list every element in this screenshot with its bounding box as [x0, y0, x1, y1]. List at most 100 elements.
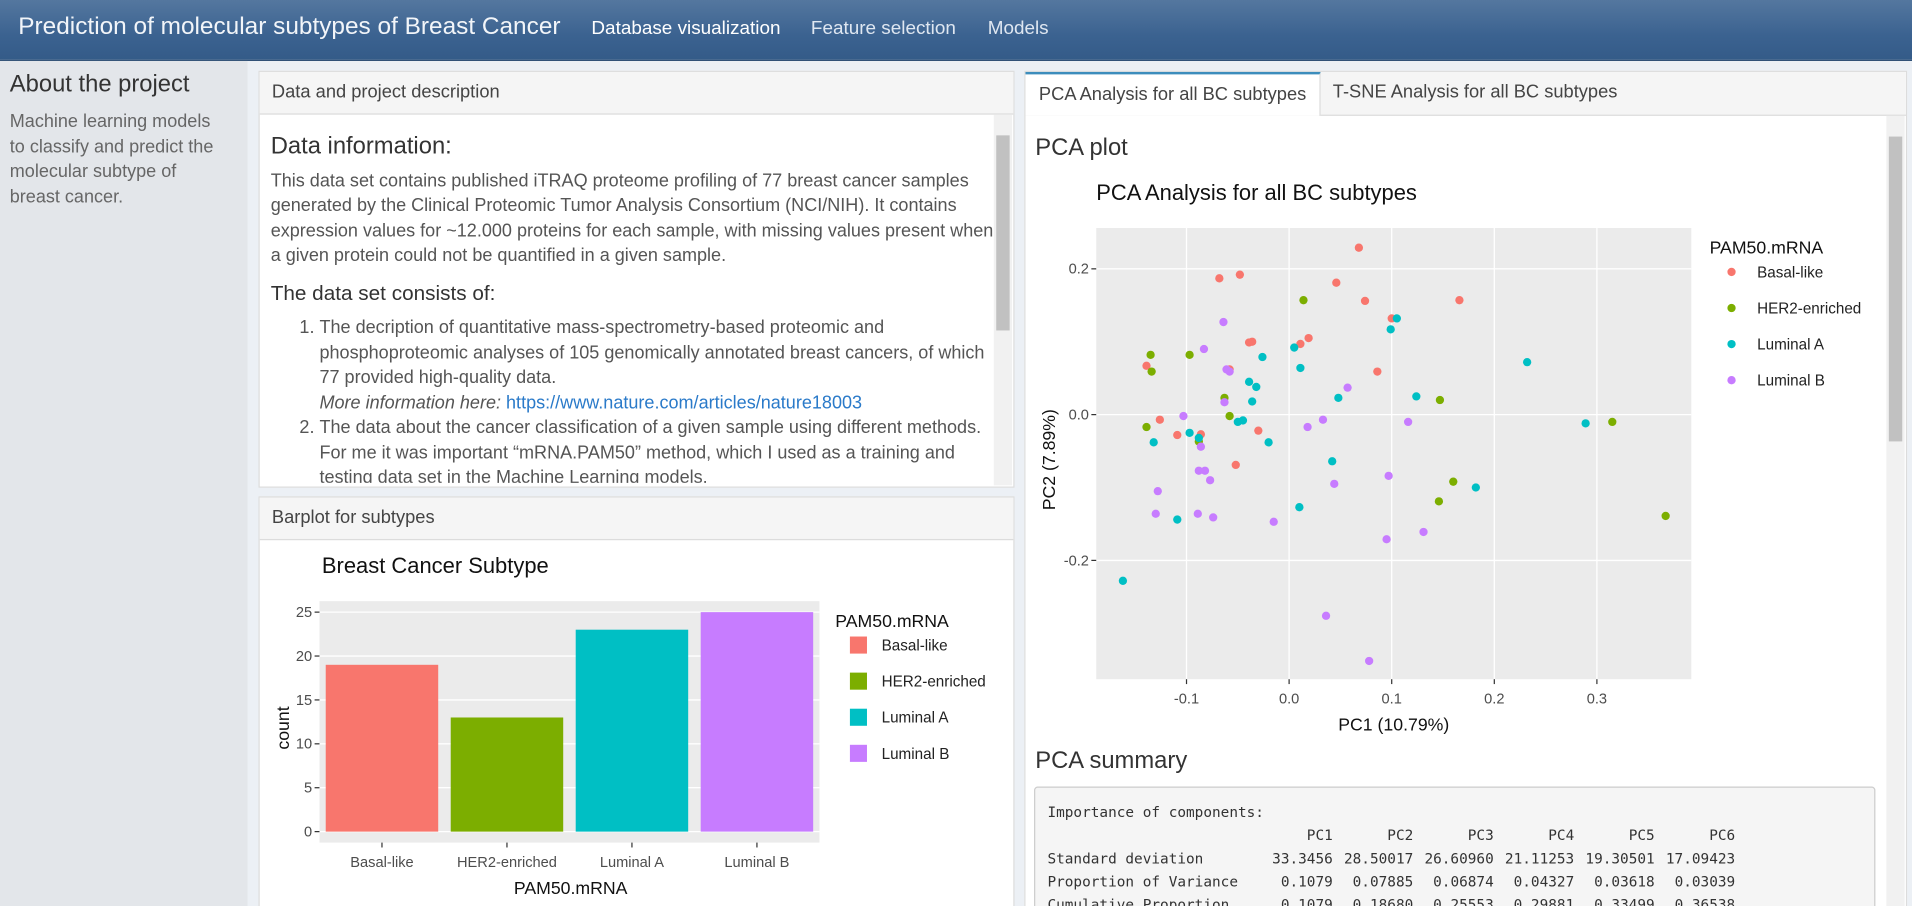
point: [1321, 611, 1331, 620]
point: [1343, 383, 1352, 392]
y-tick-label: 0: [304, 825, 312, 841]
navbar: Prediction of molecular subtypes of Brea…: [0, 0, 1912, 61]
point: [1328, 457, 1337, 466]
point: [1215, 274, 1224, 283]
legend-key: [1727, 267, 1736, 277]
point: [1661, 511, 1670, 521]
legend-label: Basal-like: [1757, 264, 1823, 281]
point: [1382, 535, 1391, 544]
point: [1435, 395, 1445, 405]
point: [1209, 513, 1218, 522]
point: [1295, 503, 1304, 512]
point: [1173, 515, 1182, 524]
point: [1434, 497, 1444, 506]
legend-key: [849, 744, 867, 762]
point: [1231, 460, 1240, 470]
row-name: Standard deviation: [1047, 849, 1204, 867]
column-header: PC3: [1467, 826, 1494, 844]
legend-title: PAM50.mRNA: [835, 611, 949, 631]
nav-item[interactable]: Database visualization: [591, 18, 781, 40]
link[interactable]: https://www.nature.com/articles/nature18…: [506, 393, 863, 413]
sidebar-text: Machine learning models to classify and …: [9, 112, 214, 207]
y-tick-label: 15: [296, 693, 312, 709]
point: [1334, 393, 1343, 402]
y-tick-label: 10: [296, 737, 312, 753]
description-body[interactable]: Data information: This data set contains…: [271, 127, 995, 483]
x-tick-label: Luminal B: [724, 855, 789, 871]
scroll-thumb[interactable]: [1888, 136, 1903, 442]
point: [1142, 422, 1151, 432]
y-tick-label: 0.0: [1069, 407, 1089, 423]
cell: 26.60960: [1424, 849, 1494, 867]
point: [1179, 411, 1188, 421]
summary-row: Standard deviation 33.3456 28.50017 26.6096…: [1047, 846, 1735, 869]
nav-item[interactable]: Models: [987, 18, 1049, 40]
nav-item[interactable]: Feature selection: [810, 18, 956, 40]
cell: 21.11253: [1504, 849, 1575, 867]
sidebar-title: About the project: [9, 70, 190, 98]
scroll-thumb[interactable]: [996, 135, 1010, 331]
point: [1205, 476, 1215, 485]
section-heading: PCA plot: [1035, 134, 1128, 161]
point: [1258, 352, 1267, 362]
point: [1304, 333, 1313, 343]
point: [1296, 363, 1305, 373]
point: [1118, 576, 1128, 585]
point: [1449, 477, 1458, 486]
point: [1386, 325, 1395, 334]
y-axis-label: PC2 (7.89%): [1039, 409, 1059, 510]
legend-label: Luminal B: [882, 746, 950, 763]
summary-row: Proportion of Variance 0.1079 0.07885 0.068…: [1047, 869, 1735, 892]
summary-caption: Importance of components:: [1047, 802, 1264, 821]
row-name: Proportion of Variance: [1047, 872, 1239, 890]
tab[interactable]: T-SNE Analysis for all BC subtypes: [1332, 81, 1618, 103]
point: [1522, 357, 1532, 367]
scrollbar[interactable]: [993, 114, 1013, 486]
bar: [575, 629, 689, 832]
legend-key: [849, 636, 867, 654]
point: [1194, 433, 1203, 443]
point: [1403, 417, 1413, 427]
point: [1330, 479, 1339, 489]
y-tick-label: -0.2: [1064, 553, 1089, 569]
legend-title: PAM50.mRNA: [1710, 238, 1824, 258]
column-header: PC1: [1306, 826, 1333, 844]
point: [1384, 471, 1393, 480]
cell: 19.30501: [1585, 849, 1655, 867]
legend-key: [849, 672, 867, 690]
cell: 0.25553: [1433, 895, 1494, 906]
point: [1225, 411, 1234, 421]
point: [1193, 509, 1202, 518]
legend-label: HER2-enriched: [882, 674, 986, 691]
point: [1412, 392, 1421, 401]
plot-background: [1096, 228, 1692, 680]
point: [1147, 367, 1156, 376]
cell: 0.03618: [1594, 872, 1655, 890]
pca-summary: Importance of components: PC1 PC2 PC3 PC4 PC…: [1034, 786, 1876, 906]
cell: 0.06874: [1433, 872, 1494, 890]
point: [1581, 419, 1590, 428]
point: [1220, 398, 1229, 407]
cell: 0.07885: [1352, 872, 1414, 890]
legend-label: Basal-like: [882, 638, 948, 655]
x-tick-label: 0.2: [1484, 692, 1504, 708]
cell: 0.29881: [1513, 895, 1575, 906]
scrollbar[interactable]: [1886, 115, 1905, 906]
x-axis-label: PC1 (10.79%): [1338, 714, 1449, 734]
point: [1244, 377, 1254, 386]
point: [1219, 317, 1228, 327]
point: [1225, 367, 1234, 376]
point: [1153, 487, 1162, 496]
cell: 0.04327: [1513, 872, 1575, 890]
chart-title: PCA Analysis for all BC subtypes: [1096, 180, 1417, 205]
list-item: The decription of quantitative mass-spec…: [319, 316, 995, 416]
legend-key: [1727, 303, 1736, 313]
item-text: The data about the cancer classification…: [319, 418, 982, 483]
y-tick-label: 5: [304, 781, 312, 797]
brand[interactable]: Prediction of molecular subtypes of Brea…: [18, 13, 561, 41]
heading: Data information:: [270, 132, 452, 160]
tab[interactable]: PCA Analysis for all BC subtypes: [1025, 71, 1321, 116]
